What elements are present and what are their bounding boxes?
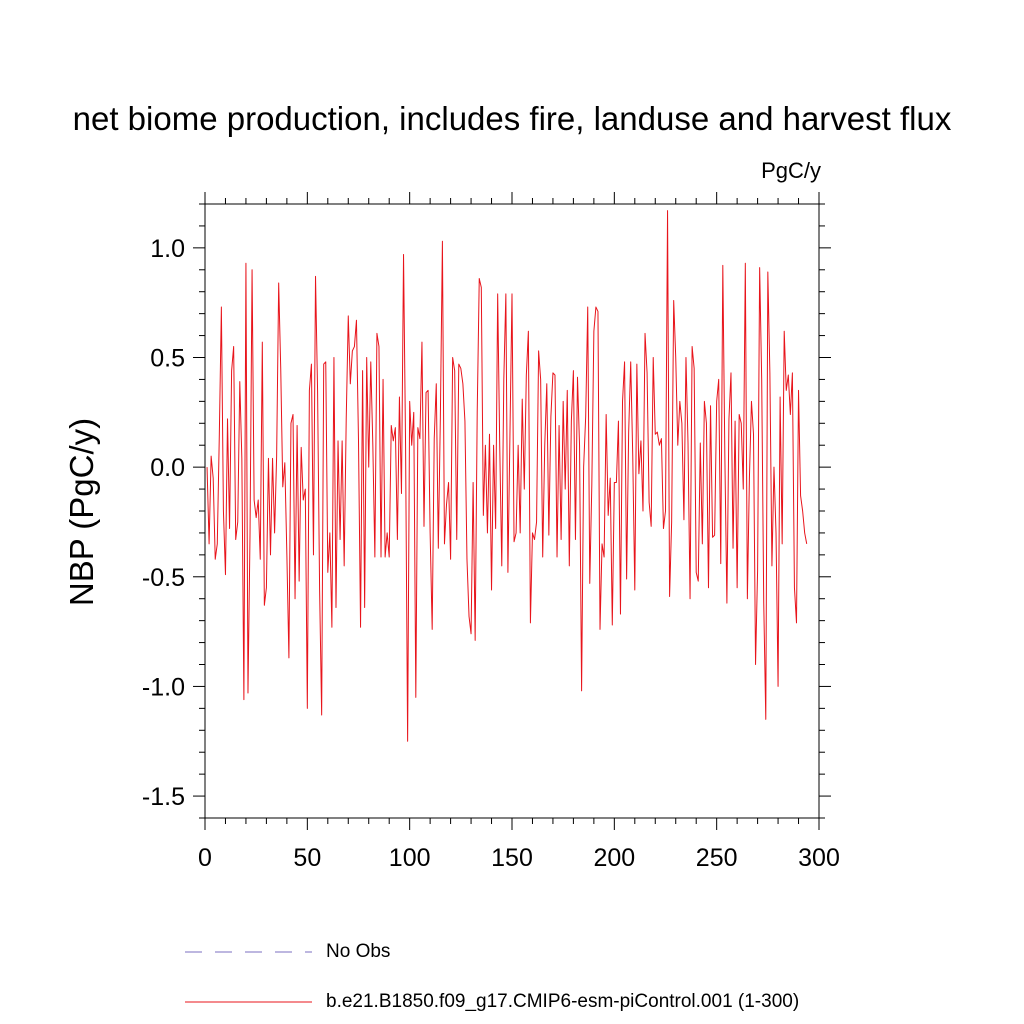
units-label: PgC/y: [761, 158, 821, 183]
chart-title: net biome production, includes fire, lan…: [72, 100, 952, 137]
x-tick-label: 0: [198, 844, 212, 872]
plot-frame: [204, 203, 820, 819]
y-tick-label: 0.0: [150, 454, 185, 482]
y-tick-label: -1.0: [142, 673, 185, 701]
y-tick-label: 1.0: [150, 235, 185, 263]
legend-label-model: b.e21.B1850.f09_g17.CMIP6-esm-piControl.…: [326, 991, 800, 1012]
y-tick-label: 0.5: [150, 345, 185, 373]
x-tick-label: 50: [293, 844, 321, 872]
x-tick-label: 250: [696, 844, 738, 872]
x-tick-label: 150: [491, 844, 533, 872]
legend-label-no-obs: No Obs: [326, 941, 391, 962]
x-tick-label: 300: [798, 844, 840, 872]
y-tick-label: -0.5: [142, 564, 185, 592]
y-axis-label: NBP (PgC/y): [63, 417, 100, 607]
x-tick-label: 200: [593, 844, 635, 872]
axis-ticks: [193, 192, 831, 830]
x-tick-label: 100: [389, 844, 431, 872]
axis-tick-labels: 0 50 100 150 200 250 300 -1.5 -1.0 -0.5 0.0 0.5 1.0: [142, 235, 840, 872]
y-tick-label: -1.5: [142, 783, 185, 811]
legend: [185, 951, 312, 1003]
series-line-model-nbp: [206, 210, 808, 742]
series-group: [206, 210, 808, 742]
